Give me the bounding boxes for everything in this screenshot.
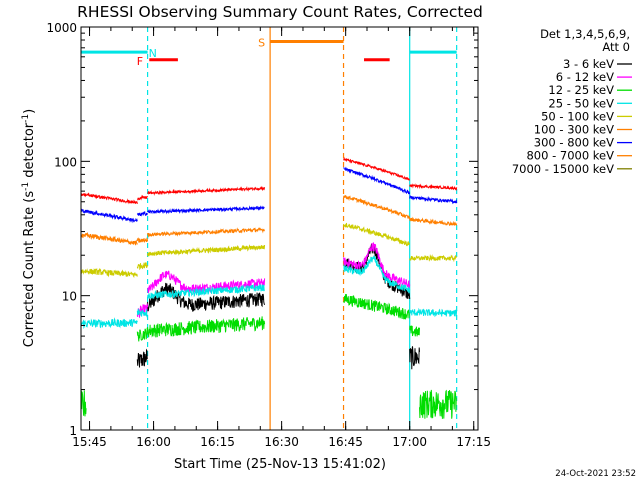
chart-title: RHESSI Observing Summary Count Rates, Co…	[77, 3, 483, 21]
series-1-segment-1	[147, 270, 266, 295]
x-tick-label: 16:00	[136, 435, 171, 449]
x-tick-label: 17:15	[456, 435, 491, 449]
series-3-segment-1	[136, 308, 149, 318]
x-tick-label: 15:45	[72, 435, 107, 449]
series-3-segment-4	[409, 307, 458, 318]
legend-label-3: 25 - 50 keV	[548, 96, 614, 110]
y-axis-label-sup1: -1	[21, 182, 31, 191]
x-axis-label: Start Time (25-Nov-13 15:41:02)	[174, 457, 386, 472]
x-tick-label: 16:15	[200, 435, 235, 449]
series-2-segment-2	[147, 316, 266, 338]
y-axis-label-end: )	[22, 109, 37, 114]
series-0-segment-0	[136, 348, 148, 368]
axes: 1 10 100 1000 15:45 16:00 16:15 16:30 16:45 17:00…	[46, 21, 491, 449]
series-6-segment-1	[136, 210, 148, 217]
legend-label-2: 12 - 25 keV	[548, 83, 614, 97]
legend-label-8: 7000 - 15000 keV	[512, 162, 614, 176]
series-4-segment-0	[80, 267, 138, 279]
series-3-segment-3	[343, 255, 411, 294]
series-6-segment-0	[80, 208, 138, 224]
series-2-segment-5	[419, 389, 457, 419]
flag-N-label: N	[149, 47, 157, 60]
flag-F-label: F	[137, 55, 143, 68]
legend-label-4: 50 - 100 keV	[541, 109, 614, 123]
series-7-segment-2	[147, 185, 266, 196]
series-0-segment-3	[409, 346, 420, 370]
y-tick-label: 1	[69, 424, 77, 438]
series-5-segment-3	[343, 195, 411, 220]
series-4-segment-2	[147, 244, 266, 257]
x-tick-label: 16:45	[328, 435, 363, 449]
y-axis-label-sup2: -1	[21, 114, 31, 123]
legend-label-5: 100 - 300 keV	[534, 123, 614, 137]
y-tick-label: 10	[62, 290, 77, 304]
series-2-segment-4	[409, 325, 420, 337]
series-5-segment-1	[136, 237, 149, 243]
series-4-segment-4	[409, 253, 458, 263]
series-2-segment-0	[80, 390, 87, 417]
series-2-segment-1	[136, 327, 149, 342]
series-3-segment-2	[147, 283, 265, 299]
series-6-segment-2	[147, 205, 265, 215]
series-1-segment-2	[343, 242, 411, 290]
legend-label-6: 300 - 800 keV	[534, 136, 614, 150]
y-tick-label: 1000	[46, 21, 77, 35]
flag-S-label: S	[258, 36, 265, 49]
y-axis-label: Corrected Count Rate (s-1 detector-1)	[21, 109, 37, 347]
series-4-segment-3	[343, 222, 410, 247]
legend-header-detectors: Det 1,3,4,5,6,9,	[540, 27, 630, 41]
series-7-segment-3	[343, 156, 410, 181]
series-7-segment-0	[80, 192, 138, 205]
footer-timestamp: 24-Oct-2021 23:52	[555, 469, 636, 479]
series-6-segment-4	[409, 194, 458, 205]
series-6-segment-3	[343, 166, 411, 195]
series-7-segment-4	[409, 183, 458, 191]
series-3-segment-0	[80, 317, 138, 330]
series-7-segment-1	[137, 194, 148, 201]
legend-label-0: 3 - 6 keV	[563, 57, 614, 71]
y-axis-label-main: Corrected Count Rate (s	[22, 191, 37, 348]
series-0-segment-1	[147, 282, 266, 312]
series-2-segment-3	[343, 293, 411, 320]
y-axis-label-mid: detector	[22, 122, 37, 182]
legend-label-1: 6 - 12 keV	[556, 70, 614, 84]
plot-area: N S F	[80, 27, 458, 430]
x-tick-label: 17:00	[392, 435, 427, 449]
y-tick-label: 100	[54, 155, 77, 169]
legend-header-attenuator: Att 0	[602, 40, 630, 54]
series-5-segment-0	[80, 231, 138, 246]
series-5-segment-4	[409, 216, 458, 227]
series-5-segment-2	[147, 227, 265, 238]
legend-label-7: 800 - 7000 keV	[526, 149, 614, 163]
plot-frame	[80, 26, 479, 431]
series-4-segment-1	[136, 262, 149, 271]
x-tick-label: 16:30	[264, 435, 299, 449]
